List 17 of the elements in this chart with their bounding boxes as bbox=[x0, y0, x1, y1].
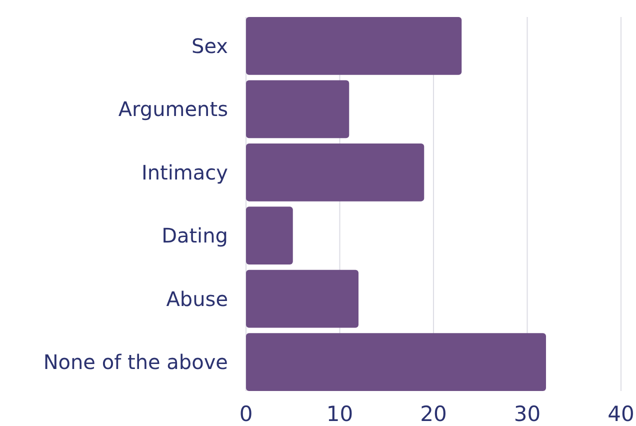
y-tick-label: None of the above bbox=[43, 350, 228, 374]
bar bbox=[246, 333, 546, 391]
y-tick-label: Intimacy bbox=[141, 160, 228, 184]
bar bbox=[246, 17, 462, 75]
bar bbox=[246, 80, 350, 138]
bar bbox=[246, 143, 424, 202]
y-tick-label: Sex bbox=[192, 34, 228, 58]
y-tick-label: Arguments bbox=[118, 97, 228, 122]
x-tick-label: 10 bbox=[326, 402, 354, 426]
x-tick-label: 0 bbox=[239, 402, 253, 426]
bar bbox=[246, 270, 358, 328]
x-tick-label: 40 bbox=[608, 402, 634, 426]
y-tick-label: Dating bbox=[162, 224, 228, 248]
bar bbox=[246, 206, 293, 265]
y-tick-label: Abuse bbox=[166, 286, 228, 311]
x-tick-label: 20 bbox=[420, 402, 447, 426]
x-tick-label: 30 bbox=[514, 402, 541, 426]
